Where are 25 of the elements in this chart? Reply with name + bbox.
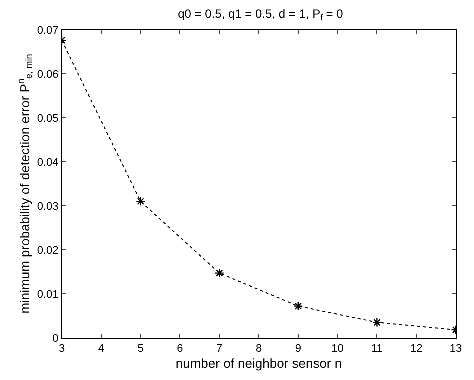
y-tick-label: 0.06 <box>37 68 59 81</box>
x-tick-label: 3 <box>58 343 66 356</box>
y-tick-label: 0.04 <box>37 156 59 169</box>
point <box>214 268 224 278</box>
y-tick-label: 0 <box>52 332 59 345</box>
x-tick-label: 6 <box>177 343 184 356</box>
y-tick-label: 0.07 <box>37 24 59 37</box>
point <box>136 196 146 206</box>
x-tick-label: 7 <box>216 343 223 356</box>
chart-title: q0 = 0.5, q1 = 0.5, d = 1, P$_{f}$ = 0 <box>178 6 344 22</box>
x-tick-label: 9 <box>295 343 302 356</box>
x-tick-label: 11 <box>371 343 383 356</box>
x-tick-label: 10 <box>332 343 344 356</box>
point <box>372 318 382 328</box>
x-tick-label: 8 <box>256 343 262 356</box>
x-tick-label: 4 <box>98 343 104 356</box>
y-tick-label: 0.01 <box>37 288 59 301</box>
y-tick-label: 0.05 <box>37 112 59 125</box>
x-tick-label: 13 <box>450 343 462 356</box>
x-axis-title: number of neighbor sensor n <box>176 356 342 371</box>
y-tick-label: 0.02 <box>37 244 59 257</box>
x-tick-label: 5 <box>138 343 144 356</box>
y-tick-label: 0.03 <box>37 200 59 213</box>
point <box>294 302 304 312</box>
x-tick-label: 12 <box>410 343 423 356</box>
